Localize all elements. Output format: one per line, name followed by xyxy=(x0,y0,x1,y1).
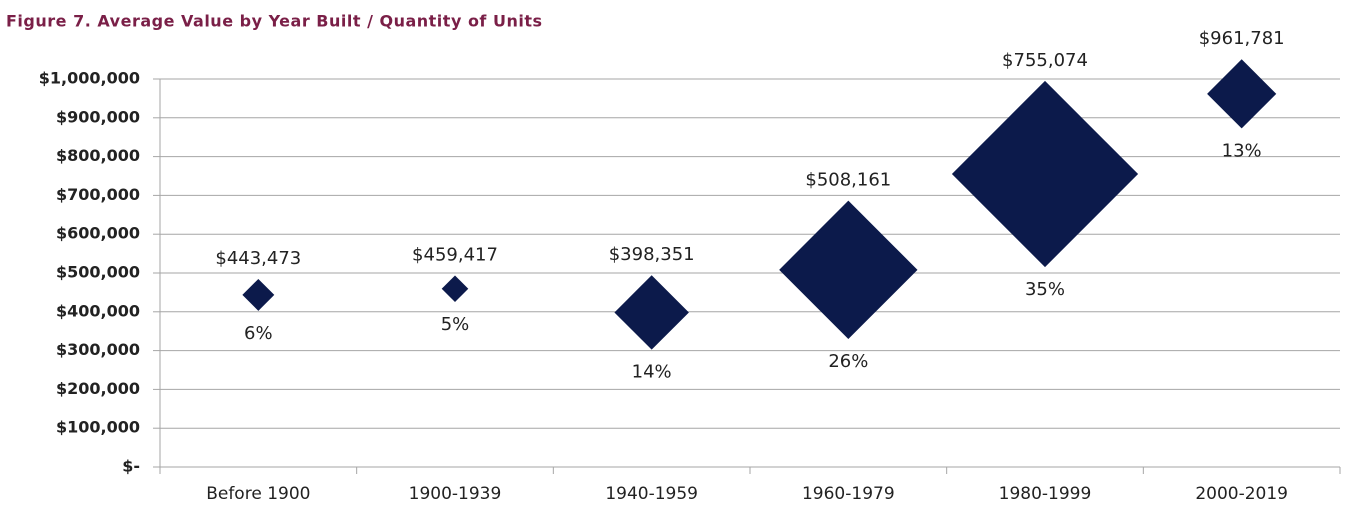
size-label: 14% xyxy=(632,362,672,383)
diamond xyxy=(242,278,275,311)
y-tick-label: $1,000,000 xyxy=(39,69,140,88)
y-tick-label: $600,000 xyxy=(56,224,140,243)
value-label: $508,161 xyxy=(805,170,891,191)
size-label: 5% xyxy=(441,314,470,335)
size-label: 26% xyxy=(828,351,868,372)
value-label: $443,473 xyxy=(215,248,301,269)
x-tick-label: 1900-1939 xyxy=(409,484,502,504)
x-tick-label: 1940-1959 xyxy=(605,484,698,504)
diamond xyxy=(1207,59,1277,129)
value-label: $398,351 xyxy=(609,244,695,265)
size-label: 6% xyxy=(244,323,273,344)
y-tick-label: $900,000 xyxy=(56,107,140,126)
diamond xyxy=(441,275,469,303)
y-tick-label: $300,000 xyxy=(56,340,140,359)
size-label: 13% xyxy=(1222,140,1262,161)
y-tick-label: $700,000 xyxy=(56,185,140,204)
diamond xyxy=(779,200,918,339)
diamond xyxy=(614,275,689,350)
value-label: $961,781 xyxy=(1199,28,1285,49)
y-tick-label: $400,000 xyxy=(56,301,140,320)
chart-title: Figure 7. Average Value by Year Built / … xyxy=(6,12,543,31)
y-tick-label: $200,000 xyxy=(56,379,140,398)
value-label: $755,074 xyxy=(1002,50,1088,71)
size-label: 35% xyxy=(1025,279,1065,300)
x-tick-label: 2000-2019 xyxy=(1195,484,1288,504)
value-label: $459,417 xyxy=(412,244,498,265)
y-tick-label: $800,000 xyxy=(56,146,140,165)
diamond xyxy=(951,80,1139,268)
y-tick-label: $500,000 xyxy=(56,263,140,282)
y-tick-label: $- xyxy=(122,457,140,476)
x-tick-label: 1960-1979 xyxy=(802,484,895,504)
x-tick-label: Before 1900 xyxy=(206,484,310,504)
y-tick-label: $100,000 xyxy=(56,418,140,437)
x-tick-label: 1980-1999 xyxy=(999,484,1092,504)
